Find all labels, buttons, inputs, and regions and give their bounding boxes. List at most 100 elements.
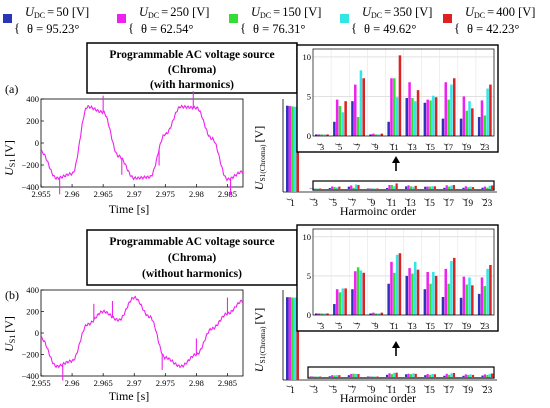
panel-b-bar-xtick-label: 13 [406,386,416,396]
legend-sub-1: DC [34,11,45,20]
panel-b-inset-bar-h11-series4 [395,254,399,315]
panel-a-inset-bar-h19-series1 [459,118,463,136]
panel-a-bar-small-h17-series1 [443,187,446,189]
panel-a-bar-xtick-label: 1 [290,199,295,209]
panel-b-inset-bar-h3-series2 [317,313,321,315]
panel-b-wave-ytick-label: 0 [35,328,39,338]
panel-a-title-line2: (Chroma) [168,64,217,76]
panel-b-wave-ylabel: US1[V] [2,316,17,352]
panel-b-inset-bar-h9-series3 [374,313,378,315]
svg-text:UDC=400 [V]: UDC = 400 [V] [465,5,535,20]
panel-b-bar-xtick-label: 23 [483,386,493,396]
panel-a-inset-brace: ⏟ [353,136,358,146]
panel-a-bar-small-h17-series4 [450,185,453,189]
panel-b-inset-bar-h15-series3 [429,283,432,315]
panel-b-inset-bar-h3-series4 [323,313,326,315]
panel-a-bar-small-h19-series3 [467,187,470,189]
panel-a-inset-bar-h15-series2 [426,99,429,136]
panel-b-bar-small-h17-series3 [448,374,451,377]
panel-a-inset-bar-h19-series3 [465,110,468,136]
panel-a-wave-xlabel: Time [s] [109,202,150,216]
panel-b-inset-xtick-label: 3 [320,321,324,331]
panel-b-inset-bar-h23-series1 [477,293,481,315]
legend-theta-2: θ = 62.54° [141,22,193,36]
panel-b-inset-ytick-label: 10 [303,232,312,242]
panel-a-inset-xtick-label: 13 [408,142,417,152]
panel-a-bar-small-h7-series4 [354,184,358,189]
panel-b-inset-bar-h23-series4 [486,268,489,315]
legend-sub-3: DC [260,11,271,20]
panel-a-inset-bar-h23-series2 [480,100,484,136]
panel-b-inset-bar-h9-series1 [369,313,372,315]
panel-a-bar-small-h13-series4 [412,186,415,189]
panel-b-inset-brace: ⏟ [426,315,431,325]
panel-a-inset-bar-h9-series4 [377,134,381,136]
panel-b-wave-xtick-label: 2.985 [218,378,237,388]
panel-b-inset-xtick-label: 13 [408,321,417,331]
legend-theta-4: θ = 49.62° [364,22,416,36]
legend-brace-1: { [14,21,20,35]
panel-b-bar-small-h15-series5 [433,374,436,377]
panel-b-bar-small-h13-series1 [405,374,408,377]
panel-a-inset-brace: ⏟ [480,136,485,146]
panel-a-bar-small-h5-series4 [335,187,339,189]
panel-a-inset-ytick-label: 5 [307,91,311,101]
panel-b-bar-small-h7-series5 [357,374,360,377]
panel-b-bar-small-h23-series3 [486,374,489,377]
panel-a-wave-xtick-label: 2.965 [94,189,113,199]
panel-b-bar-small-h11-series4 [393,372,396,377]
panel-a-wave-xtick-label: 2.955 [31,189,50,199]
panel-a-inset-bar-h3-series4 [323,134,326,136]
legend-eq-2: = [161,5,168,19]
panel-a-bar-small-h5-series3 [333,186,336,189]
panel-b-inset-bar-h19-series4 [468,277,471,315]
panel-b-bar-small-h5-series2 [331,375,334,377]
svg-text:UDC=250 [V]: UDC = 250 [V] [139,5,209,20]
panel-b-bar-xtick-label: 7 [351,386,356,396]
panel-b-inset-bar-h7-series4 [359,270,363,315]
panel-b-inset-xtick-label: 23 [481,321,490,331]
panel-b-inset-bar-h9-series4 [377,313,381,315]
panel-a-inset-bar-h7-series3 [356,117,360,136]
panel-a-inset-bar-h15-series3 [429,100,432,136]
legend-u-1: U [25,5,35,19]
panel-a-title-line3: (with harmonics) [150,79,234,91]
panel-b-bar-small-h17-series2 [445,373,448,377]
panel-a-wave-ytick-label: −200 [21,160,39,170]
panel-a-bar-brace: ⏟ [329,190,335,202]
panel-b-inset-bar-h17-series3 [447,283,450,315]
panel-a-inset-bar-h3-series5 [326,134,329,136]
panel-b-inset-bar-h23-series3 [483,286,487,315]
legend-entry-3: { UDC = 150 [V] θ = 76.31° [229,5,321,36]
panel-b-bar-brace: ⏟ [481,377,487,389]
panel-a-inset-xtick-label: 11 [390,142,398,152]
panel-b-inset-ytick-label: 5 [307,271,311,281]
panel-a-bar-xtick-label: 23 [483,199,493,209]
panel-a-inset-bar-h15-series5 [434,97,438,136]
legend-swatch-5 [443,14,452,23]
panel-a-inset-brace: ⏟ [389,136,394,146]
panel-b-bar-brace: ⏟ [310,377,316,389]
panel-b-bar-small-h19-series3 [467,374,470,377]
panel-b-inset-brace: ⏟ [317,315,322,325]
panel-a-inset-xtick-label: 7 [356,142,360,152]
panel-b-bar-small-h3-series2 [311,376,315,377]
panel-b-bar-small-h15-series1 [424,375,427,377]
panel-b-bar-small-h23-series2 [483,374,487,377]
panel-b-inset-bar-h7-series1 [351,289,354,315]
panel-a-bar-small-h15-series5 [433,186,436,189]
panel-a-bar-h1-series4 [293,106,297,192]
panel-a-wave-xtick-label: 2.97 [127,189,142,199]
panel-a-bar-h1-series1 [286,105,289,192]
panel-b-title-line3: (without harmonics) [142,268,242,280]
panel-a-bar-xtick-label: 17 [445,199,455,209]
panel-a-bar-small-h15-series3 [428,186,432,189]
panel-a-inset-bar-h7-series5 [362,78,365,136]
panel-b-inset-bar-h11-series1 [387,283,390,315]
panel-a-inset-brace: ⏟ [371,136,376,146]
panel-a-bar-small-h13-series5 [414,185,417,189]
svg-text:UDC=350 [V]: UDC = 350 [V] [362,5,432,20]
panel-b-inset-bar-h13-series1 [405,275,409,315]
panel-a-bar-small-h23-series3 [486,187,489,189]
panel-b-inset-bar-h17-series4 [450,261,453,315]
